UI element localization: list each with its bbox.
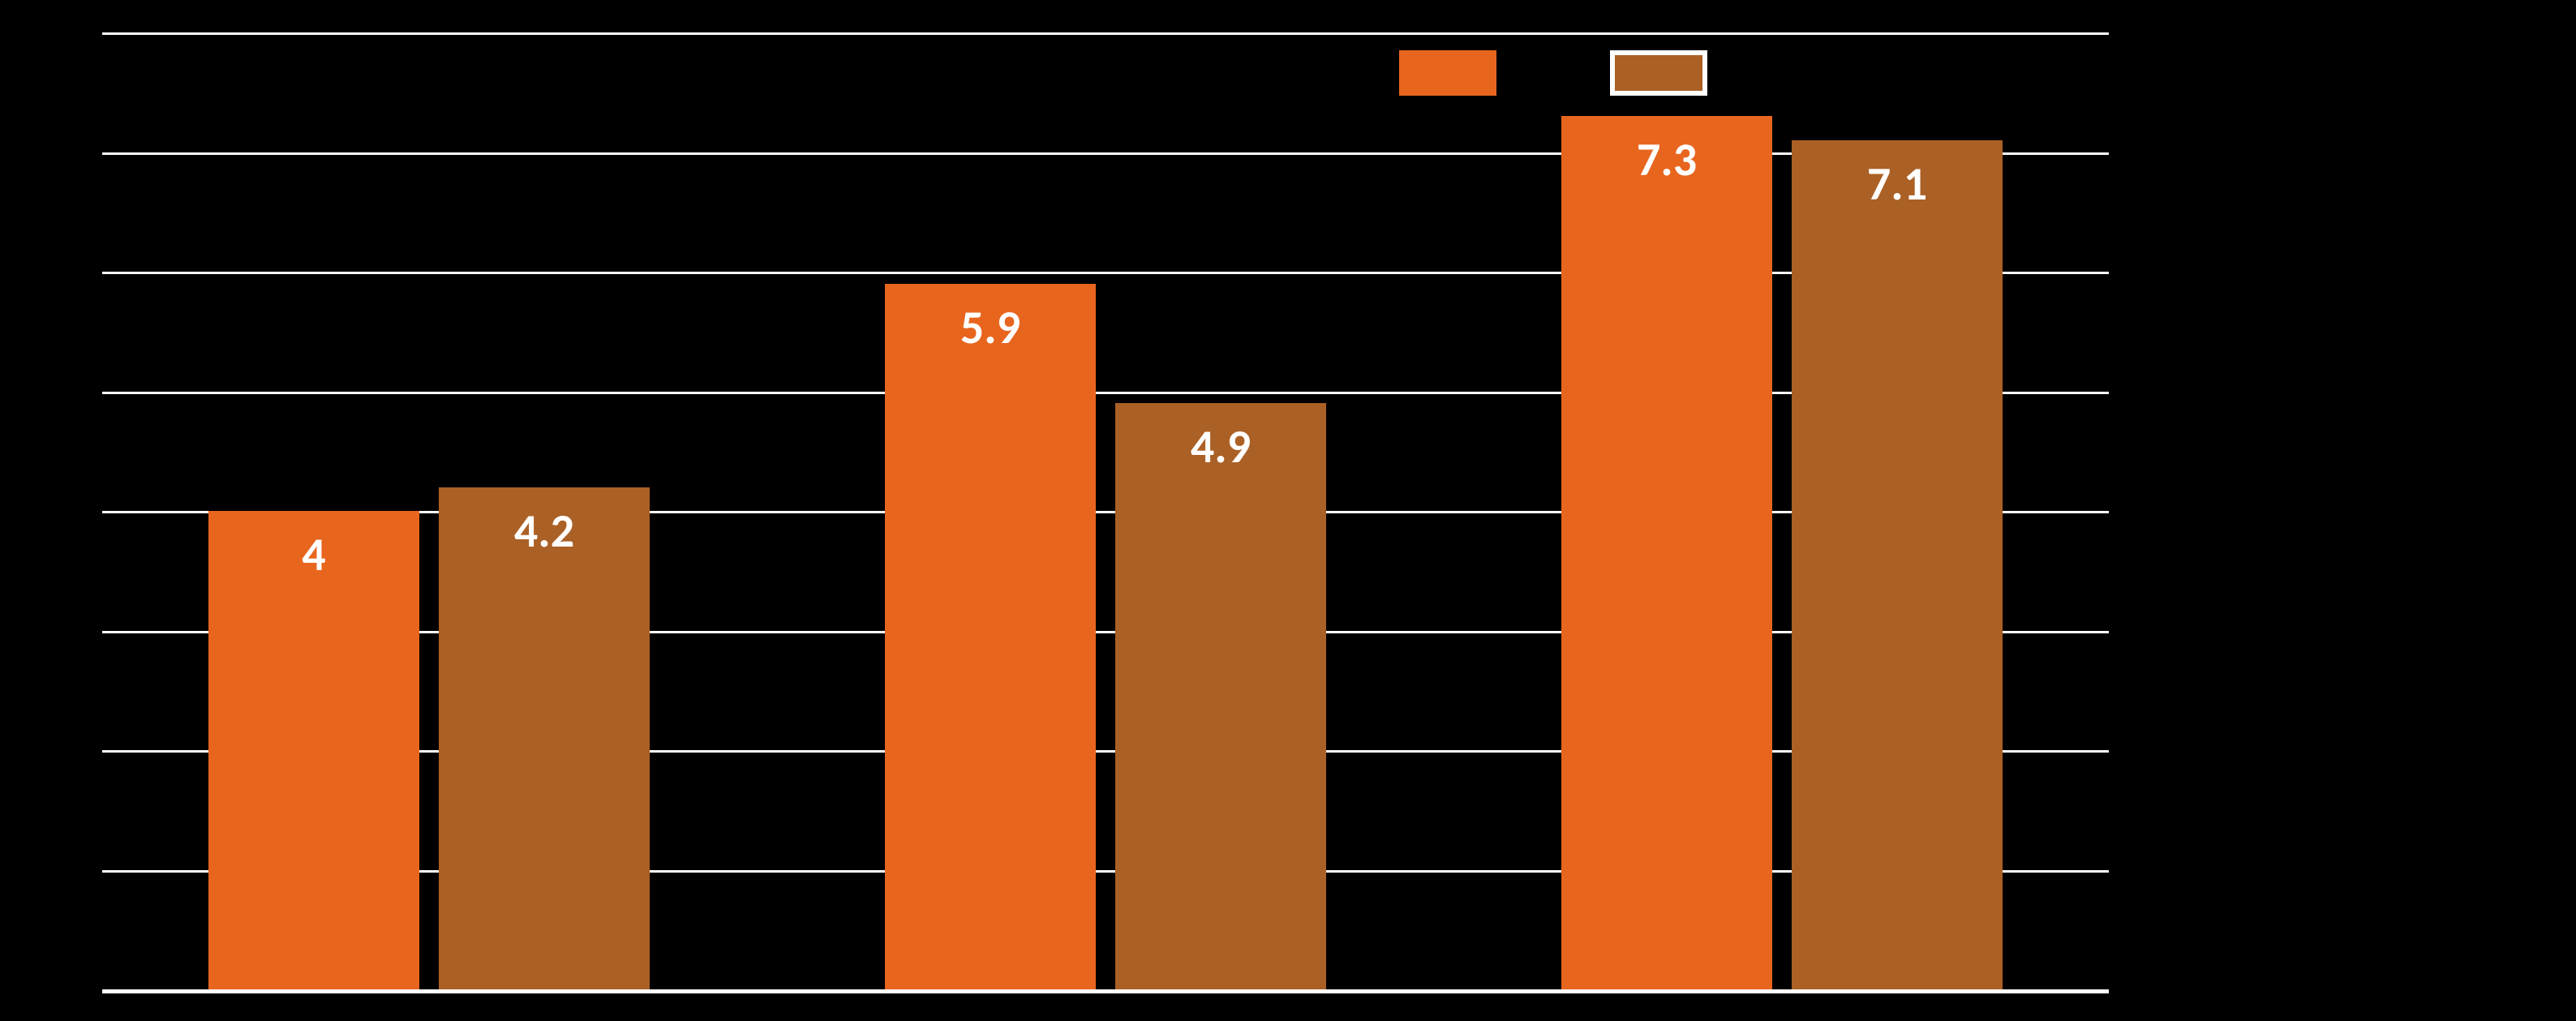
bar-value-label: 7.1 (1792, 155, 2003, 212)
bar-chart: 4 4.2 5.9 4.9 7.3 7.1 (0, 0, 2576, 1021)
bar-value-label: 5.9 (885, 298, 1096, 356)
bar: 5.9 (885, 284, 1096, 989)
bar: 4 (208, 511, 419, 989)
legend-swatch (1610, 50, 1707, 96)
bar-value-label: 4 (208, 526, 419, 583)
bar: 4.2 (439, 487, 650, 990)
legend-swatch (1399, 50, 1496, 96)
bar-value-label: 4.2 (439, 502, 650, 560)
bar: 7.3 (1561, 116, 1772, 989)
bar: 4.9 (1115, 403, 1326, 989)
bar-value-label: 4.9 (1115, 418, 1326, 475)
legend-item (1610, 50, 1707, 96)
gridline (102, 989, 2109, 993)
legend (1399, 50, 1707, 96)
bar: 7.1 (1792, 140, 2003, 989)
bar-value-label: 7.3 (1561, 131, 1772, 188)
gridline (102, 32, 2109, 35)
plot-area: 4 4.2 5.9 4.9 7.3 7.1 (102, 32, 2109, 989)
legend-item (1399, 50, 1496, 96)
